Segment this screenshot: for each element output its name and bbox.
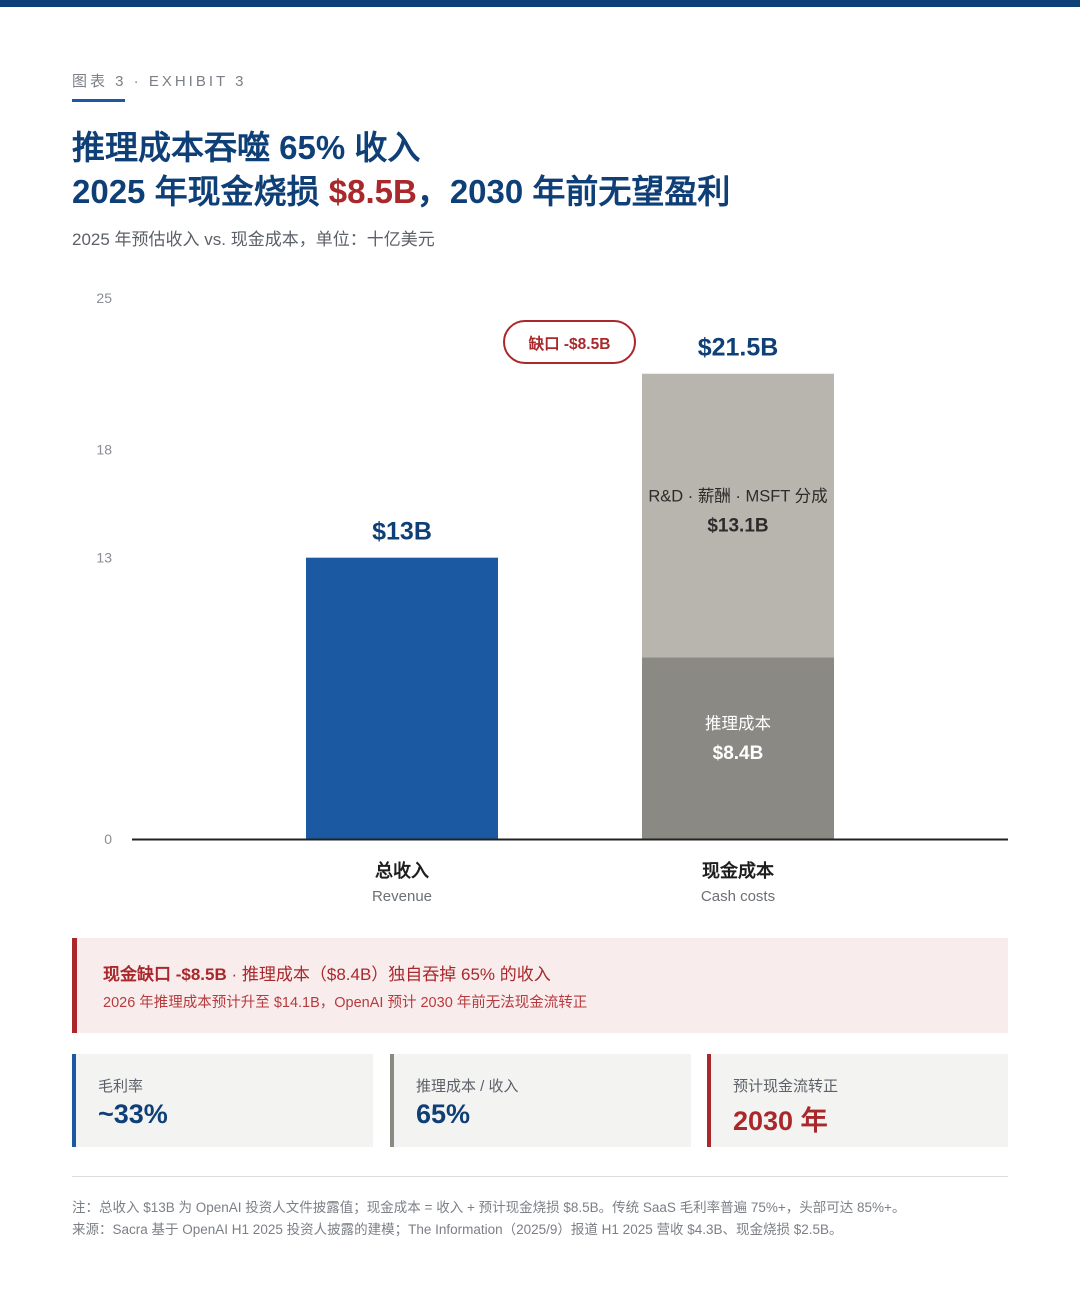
bar-segment — [306, 557, 498, 839]
y-tick-label: 13 — [96, 550, 112, 566]
exhibit-underline — [72, 99, 125, 102]
segment-name-label: 推理成本 — [705, 714, 771, 733]
kpi-card-breakeven-year: 预计现金流转正 2030 年 — [707, 1054, 1008, 1147]
callout-detail: 2026 年推理成本预计升至 $14.1B，OpenAI 预计 2030 年前无… — [103, 995, 588, 1011]
footnote-source: 来源：Sacra 基于 OpenAI H1 2025 投资人披露的建模；The … — [72, 1222, 843, 1237]
kpi-label: 毛利率 — [98, 1078, 144, 1095]
title-line-2-post: ，2030 年前无望盈利 — [416, 173, 731, 210]
kpi-card-inference-ratio: 推理成本 / 收入 65% — [390, 1054, 691, 1147]
kpi-card-gross-margin: 毛利率 ~33% — [72, 1054, 373, 1147]
bar-segment — [642, 373, 834, 658]
footnote-divider — [72, 1176, 1008, 1177]
top-accent-bar — [0, 0, 1080, 7]
callout-strong: 现金缺口 -$8.5B — [103, 965, 227, 984]
kpi-label: 预计现金流转正 — [733, 1078, 839, 1095]
title-line-2-pre: 2025 年现金烧损 — [72, 173, 329, 210]
gap-badge — [503, 320, 636, 364]
kpi-value: 65% — [416, 1099, 471, 1129]
callout-rest: 推理成本（$8.4B）独自吞掉 65% 的收入 — [241, 965, 551, 984]
gap-badge-label: 缺口 -$8.5B — [529, 334, 611, 353]
category-sublabel: Cash costs — [701, 888, 775, 905]
title-highlight: $8.5B — [328, 173, 417, 210]
cash-gap-callout: 现金缺口 -$8.5B · 推理成本（$8.4B）独自吞掉 65% 的收入 20… — [72, 938, 1008, 1033]
callout-separator: · — [226, 965, 242, 984]
bar-total-label: $21.5B — [698, 334, 779, 362]
y-tick-label: 18 — [96, 441, 112, 457]
callout-headline: 现金缺口 -$8.5B · 推理成本（$8.4B）独自吞掉 65% 的收入 — [103, 960, 551, 985]
chart-subtitle: 2025 年预估收入 vs. 现金成本，单位：十亿美元 — [72, 230, 435, 249]
chart-canvas: 0 13 18 25 $13B 总收入 Revenue 推理成本 $8.4B R&D · 薪酬 ·… — [96, 290, 1008, 905]
y-tick-label: 0 — [104, 831, 112, 847]
stacked-bar-chart: 0 13 18 25 $13B 总收入 Revenue 推理成本 $8.4B R&D · 薪酬 ·… — [0, 280, 1080, 920]
category-sublabel: Revenue — [372, 888, 432, 905]
bar-segment — [642, 657, 834, 839]
title-line-2: 2025 年现金烧损 $8.5B，2030 年前无望盈利 — [72, 170, 730, 214]
bar-total-label: $13B — [372, 518, 432, 546]
footnote-note: 注：总收入 $13B 为 OpenAI 投资人文件披露值；现金成本 = 收入 +… — [72, 1200, 906, 1215]
segment-value-label: $8.4B — [713, 743, 764, 764]
category-label: 总收入 — [375, 860, 429, 881]
title-line-1: 推理成本吞噬 65% 收入 — [72, 129, 421, 166]
segment-name-label: R&D · 薪酬 · MSFT 分成 — [648, 487, 827, 506]
page-title: 推理成本吞噬 65% 收入 2025 年现金烧损 $8.5B，2030 年前无望… — [72, 126, 730, 214]
kpi-value: 2030 年 — [733, 1106, 828, 1136]
exhibit-label: 图表 3 · EXHIBIT 3 — [72, 73, 247, 90]
kpi-value: ~33% — [98, 1099, 168, 1129]
segment-value-label: $13.1B — [707, 516, 768, 537]
category-label: 现金成本 — [702, 860, 774, 881]
y-tick-label: 25 — [96, 290, 112, 306]
kpi-label: 推理成本 / 收入 — [416, 1078, 519, 1095]
